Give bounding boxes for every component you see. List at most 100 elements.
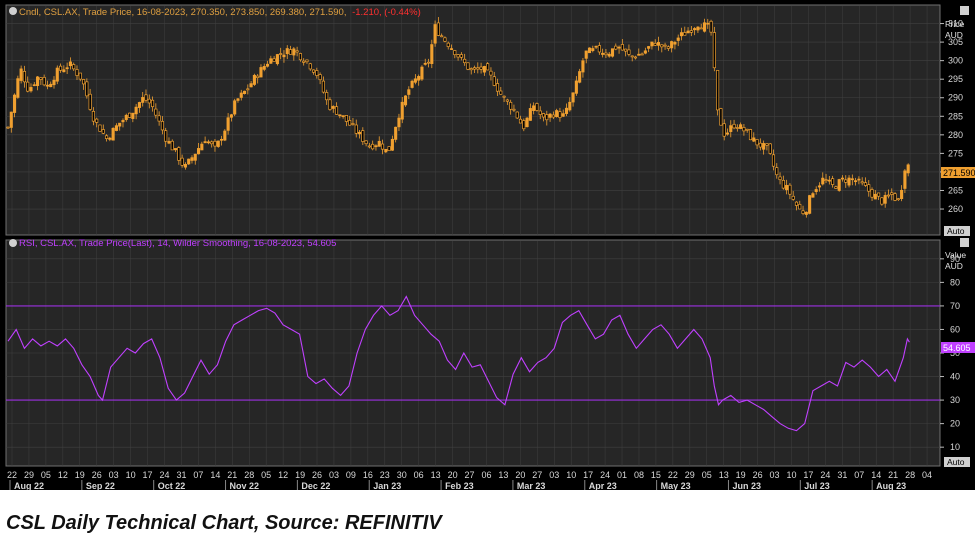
- x-day-label: 09: [346, 470, 356, 480]
- x-day-label: 31: [176, 470, 186, 480]
- candle-body: [371, 143, 375, 150]
- x-day-label: 20: [448, 470, 458, 480]
- candle-body: [6, 126, 10, 129]
- price-panel-menu-icon[interactable]: [960, 6, 969, 15]
- candle-body: [49, 83, 53, 88]
- x-day-label: 03: [549, 470, 559, 480]
- rsi-auto-button[interactable]: [944, 457, 970, 467]
- candle-body: [499, 90, 503, 95]
- candle-body: [226, 117, 230, 131]
- candle-body: [88, 93, 92, 110]
- candle-body: [62, 69, 66, 73]
- candle-body: [509, 101, 513, 110]
- candle-body: [315, 70, 319, 76]
- candle-body: [863, 182, 868, 186]
- candle-body: [689, 30, 693, 33]
- candle-body: [535, 103, 539, 111]
- x-day-label: 20: [515, 470, 525, 480]
- candle-body: [702, 22, 707, 32]
- candle-body: [663, 44, 667, 47]
- candle-body: [348, 120, 352, 126]
- candle-body: [279, 53, 283, 55]
- x-day-label: 28: [905, 470, 915, 480]
- candle-body: [187, 158, 191, 165]
- candle-body: [170, 140, 174, 151]
- price-tick-label: 265: [948, 185, 963, 195]
- candle-body: [886, 194, 891, 197]
- candle-body: [55, 67, 59, 82]
- candle-body: [275, 54, 279, 65]
- candle-body: [400, 101, 404, 120]
- candle-body: [196, 148, 201, 155]
- candle-body: [367, 145, 371, 148]
- candle-body: [190, 157, 194, 161]
- candle-body: [594, 45, 598, 48]
- candle-body: [653, 42, 657, 46]
- candle-body: [716, 70, 720, 111]
- rsi-last-value: 54.605: [943, 343, 971, 353]
- candle-body: [633, 56, 638, 59]
- candle-body: [75, 69, 79, 76]
- rsi-panel-icon[interactable]: [9, 239, 17, 247]
- x-day-label: 12: [278, 470, 288, 480]
- x-day-label: 10: [126, 470, 136, 480]
- price-tick-label: 295: [948, 74, 963, 84]
- candle-body: [256, 75, 260, 79]
- candle-body: [472, 67, 477, 70]
- candle-body: [735, 127, 739, 129]
- candle-body: [827, 179, 831, 182]
- price-tick-label: 275: [948, 148, 963, 158]
- rsi-panel-menu-icon[interactable]: [960, 238, 969, 247]
- candle-body: [164, 130, 168, 142]
- candle-body: [397, 117, 401, 128]
- candle-body: [660, 44, 664, 48]
- candle-body: [505, 99, 509, 102]
- x-day-label: 22: [7, 470, 17, 480]
- candle-body: [292, 48, 296, 56]
- candle-body: [752, 137, 756, 142]
- candle-body: [883, 195, 887, 204]
- candle-body: [420, 66, 424, 80]
- candle-body: [334, 106, 339, 115]
- candle-body: [568, 101, 572, 111]
- price-auto-button[interactable]: [944, 226, 970, 236]
- candle-body: [873, 193, 877, 200]
- candle-body: [791, 195, 795, 200]
- candle-body: [13, 94, 17, 113]
- candle-body: [502, 95, 506, 98]
- x-day-label: 15: [651, 470, 661, 480]
- candle-body: [676, 37, 680, 41]
- x-day-label: 14: [871, 470, 881, 480]
- candle-body: [453, 50, 457, 56]
- candle-body: [495, 83, 500, 92]
- candle-body: [748, 129, 753, 141]
- price-auto-label: Auto: [947, 226, 965, 236]
- candle-body: [206, 141, 210, 144]
- candle-body: [469, 68, 473, 71]
- rsi-tick-label: 40: [950, 372, 960, 382]
- candle-body: [282, 54, 286, 58]
- candle-body: [302, 60, 306, 63]
- candle-body: [111, 127, 115, 141]
- candle-body: [755, 139, 759, 146]
- candle-body: [893, 193, 897, 201]
- candle-body: [265, 63, 270, 67]
- candle-body: [558, 111, 562, 118]
- price-plot-area: [5, 4, 941, 236]
- x-month-label: Jul 23: [804, 481, 830, 490]
- candle-body: [778, 176, 782, 181]
- candle-body: [528, 108, 532, 121]
- candle-body: [167, 141, 171, 144]
- candle-body: [36, 76, 40, 86]
- candle-body: [518, 118, 523, 124]
- candle-body: [121, 120, 125, 123]
- x-day-label: 26: [753, 470, 763, 480]
- candle-body: [141, 97, 145, 103]
- candle-body: [410, 80, 414, 88]
- candle-body: [108, 137, 112, 140]
- price-panel-icon[interactable]: [9, 7, 17, 15]
- chart-frame: 260265270275280285290295300305310 102030…: [0, 0, 975, 490]
- candle-body: [466, 62, 470, 70]
- candle-body: [620, 44, 624, 51]
- price-axis-unit: AUD: [945, 30, 963, 40]
